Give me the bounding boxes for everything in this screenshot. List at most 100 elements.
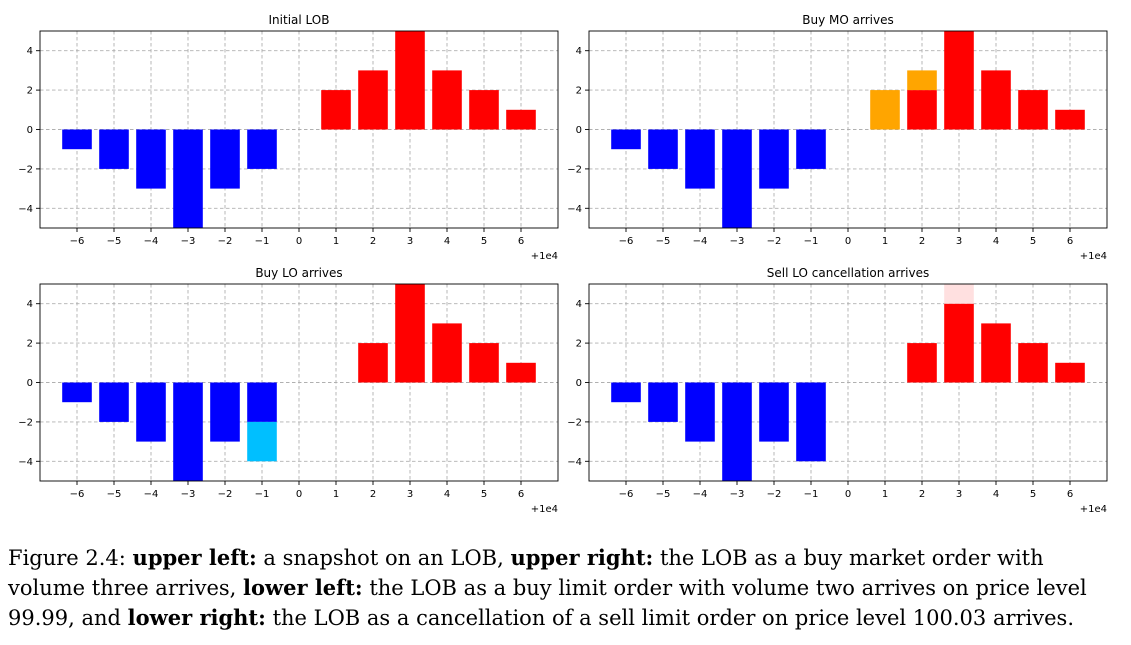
x-tick-label: 1	[882, 489, 888, 500]
bar	[432, 70, 462, 130]
x-tick-label: −2	[767, 236, 782, 247]
bar	[944, 303, 974, 383]
bar	[648, 382, 678, 422]
bar	[685, 129, 715, 189]
caption-lower-left-text: the LOB as a buy limit order with volume…	[8, 576, 1087, 630]
x-tick-label: 2	[370, 236, 376, 247]
x-tick-label: 1	[882, 236, 888, 247]
x-tick-label: −2	[767, 489, 782, 500]
bar	[99, 382, 129, 422]
y-tick-label: −4	[567, 457, 582, 468]
x-tick-label: −1	[255, 489, 270, 500]
x-tick-label: 1	[333, 489, 339, 500]
bar	[173, 382, 203, 481]
x-tick-label: 5	[481, 489, 487, 500]
x-tick-label: 2	[919, 489, 925, 500]
bar	[1018, 343, 1048, 383]
bar	[759, 382, 789, 442]
bar	[907, 70, 937, 91]
x-tick-label: −2	[218, 236, 233, 247]
x-tick-label: −4	[144, 236, 159, 247]
x-offset-label: +1e4	[1080, 251, 1107, 262]
bar	[611, 129, 641, 150]
caption-upper-right-text: the LOB as a buy market order with volum…	[8, 546, 1044, 600]
x-tick-label: −4	[144, 489, 159, 500]
caption-upper-left-label: upper left:	[132, 545, 257, 570]
bar	[358, 70, 388, 130]
x-offset-label: +1e4	[531, 504, 558, 515]
chart-panel-3: −6 −5 −4 −3 −2 −1 0 1 2 3 4 5 6 −4 −2 0 2 4 +1e4 Buy LO arr…	[18, 266, 559, 515]
x-tick-label: 5	[1030, 489, 1036, 500]
x-tick-label: −4	[693, 489, 708, 500]
bar	[870, 90, 900, 130]
y-tick-label: 4	[27, 46, 33, 57]
chart-title: Buy MO arrives	[802, 13, 893, 27]
x-tick-label: −3	[181, 489, 196, 500]
x-tick-label: −6	[619, 236, 634, 247]
bar	[981, 70, 1011, 130]
x-tick-label: −1	[804, 489, 819, 500]
x-tick-label: 4	[993, 236, 999, 247]
chart-title: Sell LO cancellation arrives	[767, 266, 929, 280]
bar	[685, 382, 715, 442]
bar	[1055, 109, 1085, 130]
y-tick-label: −4	[18, 457, 33, 468]
caption-lower-left-label: lower left:	[243, 575, 363, 600]
chart-panel-1: −6 −5 −4 −3 −2 −1 0 1 2 3 4 5 6 −4 −2 0 2 4 +1e4 Initial LO…	[18, 13, 559, 262]
chart-title: Initial LOB	[269, 13, 330, 27]
y-tick-label: 2	[27, 86, 33, 97]
x-tick-label: 3	[956, 489, 962, 500]
bar	[1055, 362, 1085, 383]
bar	[981, 323, 1011, 383]
caption-lower-right-label: lower right:	[127, 605, 266, 630]
bar	[796, 129, 826, 169]
caption-upper-left-text: a snapshot on an LOB,	[256, 546, 511, 570]
x-tick-label: 2	[370, 489, 376, 500]
x-tick-label: 0	[296, 489, 302, 500]
x-tick-label: 3	[407, 489, 413, 500]
y-tick-label: −2	[18, 164, 33, 175]
figure-caption: Figure 2.4: upper left: a snapshot on an…	[8, 543, 1123, 633]
bar	[1018, 90, 1048, 130]
x-tick-label: 5	[481, 236, 487, 247]
y-tick-label: 4	[576, 46, 582, 57]
bar	[210, 382, 240, 442]
chart-panel-2: −6 −5 −4 −3 −2 −1 0 1 2 3 4 5 6 −4 −2 0 2 4 +1e4 Buy MO arr…	[567, 13, 1108, 262]
x-tick-label: −3	[181, 236, 196, 247]
x-tick-label: 4	[444, 489, 450, 500]
bar	[907, 90, 937, 130]
bar	[395, 31, 425, 130]
bar	[796, 382, 826, 462]
x-tick-label: −2	[218, 489, 233, 500]
x-tick-label: 6	[518, 489, 524, 500]
chart-title: Buy LO arrives	[255, 266, 342, 280]
y-tick-label: 4	[576, 299, 582, 310]
x-tick-label: −6	[619, 489, 634, 500]
x-tick-label: −1	[255, 236, 270, 247]
lob-figure: −6 −5 −4 −3 −2 −1 0 1 2 3 4 5 6 −4 −2 0 2 4 +1e4 Initial LO…	[18, 13, 1108, 515]
x-tick-label: −6	[70, 236, 85, 247]
y-tick-label: 2	[576, 339, 582, 350]
bar	[210, 129, 240, 189]
y-tick-label: −4	[567, 204, 582, 215]
x-tick-label: 6	[518, 236, 524, 247]
bar	[136, 129, 166, 189]
bar	[247, 421, 277, 462]
x-tick-label: −6	[70, 489, 85, 500]
bar	[944, 284, 974, 304]
x-tick-label: 0	[845, 236, 851, 247]
x-tick-label: −1	[804, 236, 819, 247]
x-tick-label: −4	[693, 236, 708, 247]
x-offset-label: +1e4	[531, 251, 558, 262]
x-tick-label: 4	[993, 489, 999, 500]
y-tick-label: 0	[27, 378, 33, 389]
bar	[722, 129, 752, 228]
bar	[469, 90, 499, 130]
caption-upper-right-label: upper right:	[510, 545, 654, 570]
x-tick-label: −5	[656, 236, 671, 247]
x-tick-label: 6	[1067, 489, 1073, 500]
x-tick-label: 5	[1030, 236, 1036, 247]
x-tick-label: 0	[845, 489, 851, 500]
x-tick-label: 4	[444, 236, 450, 247]
x-tick-label: 2	[919, 236, 925, 247]
